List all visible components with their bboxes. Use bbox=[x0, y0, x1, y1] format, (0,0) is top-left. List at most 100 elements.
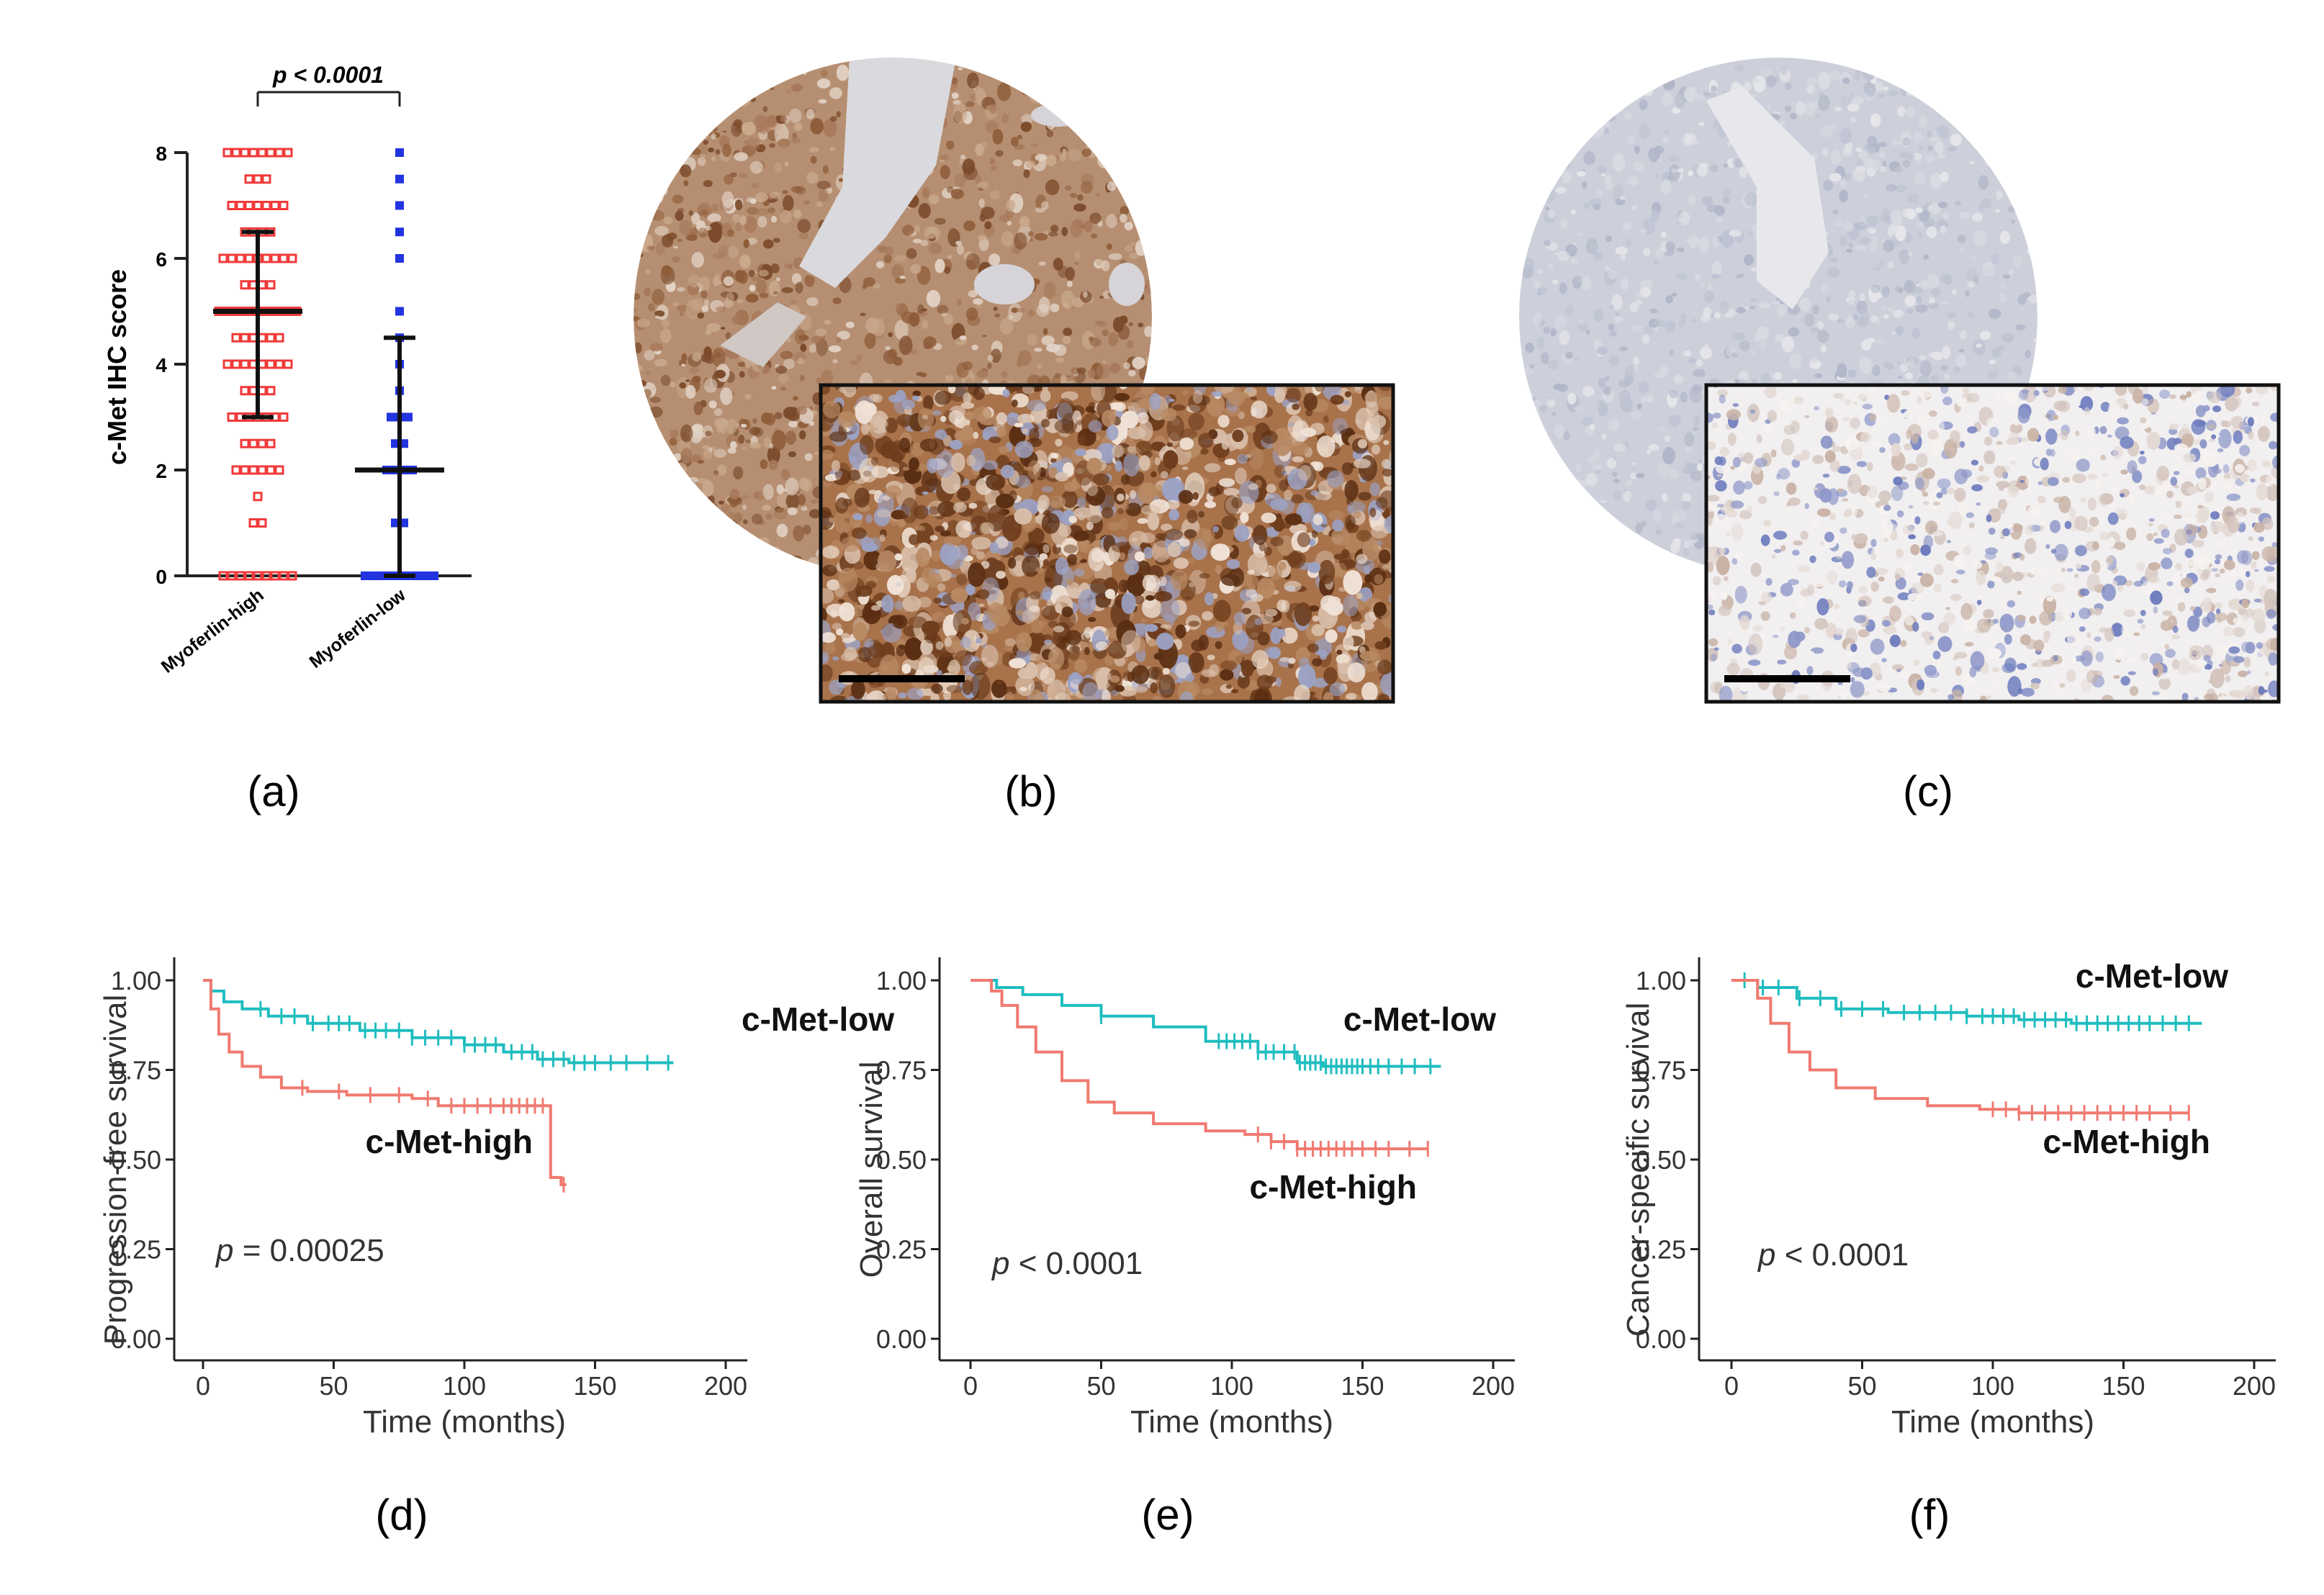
panel-b-ihc-high bbox=[634, 58, 1395, 704]
y-tick-label: 0.25 bbox=[876, 1235, 927, 1265]
data-point bbox=[253, 174, 263, 184]
data-point bbox=[266, 333, 276, 343]
data-point bbox=[227, 253, 237, 263]
x-tick-label: 50 bbox=[319, 1371, 348, 1401]
x-tick-label: 200 bbox=[1472, 1371, 1515, 1401]
series-label-high: c-Met-high bbox=[1249, 1168, 1417, 1206]
data-point bbox=[227, 412, 237, 422]
p-value-label: p < 0.0001 bbox=[991, 1246, 1143, 1281]
series-label-low: c-Met-low bbox=[1343, 1000, 1496, 1038]
data-point bbox=[270, 201, 280, 210]
data-point bbox=[270, 571, 280, 581]
x-tick-label: 0 bbox=[1724, 1371, 1739, 1401]
data-point bbox=[257, 438, 267, 448]
data-point bbox=[266, 386, 276, 396]
data-point bbox=[274, 359, 284, 369]
data-point bbox=[248, 465, 258, 475]
data-point bbox=[218, 571, 228, 581]
data-point bbox=[231, 465, 241, 475]
data-point bbox=[266, 465, 276, 475]
data-point bbox=[274, 465, 284, 475]
data-point bbox=[395, 174, 404, 184]
y-axis-label: Overall survival bbox=[854, 1062, 889, 1278]
x-tick-label: 50 bbox=[1086, 1371, 1115, 1401]
data-point bbox=[395, 254, 404, 263]
panel-a-y-tick-label: 6 bbox=[156, 248, 167, 271]
y-tick-label: 0.75 bbox=[876, 1056, 927, 1085]
series-label-low: c-Met-low bbox=[742, 1000, 894, 1038]
y-tick-label: 0.75 bbox=[1636, 1056, 1686, 1085]
data-point bbox=[261, 253, 271, 263]
series-label-high: c-Met-high bbox=[2042, 1123, 2210, 1160]
data-point bbox=[253, 492, 263, 502]
data-point bbox=[430, 571, 438, 580]
y-tick-label: 0.50 bbox=[111, 1145, 161, 1175]
data-point bbox=[257, 465, 267, 475]
y-tick-label: 0.50 bbox=[1636, 1145, 1686, 1175]
data-point bbox=[253, 201, 263, 210]
data-point bbox=[244, 201, 254, 210]
significance-bracket bbox=[256, 91, 401, 107]
x-tick-label: 150 bbox=[2102, 1371, 2145, 1401]
data-point bbox=[227, 571, 237, 581]
panel-a-y-tick-label: 8 bbox=[156, 143, 167, 165]
data-point bbox=[222, 359, 233, 369]
panel-c-ihc-low bbox=[1519, 58, 2281, 704]
x-tick-label: 0 bbox=[196, 1371, 210, 1401]
x-tick-label: 100 bbox=[1210, 1371, 1253, 1401]
data-point bbox=[287, 571, 297, 581]
data-point bbox=[227, 201, 237, 210]
y-tick-label: 0.25 bbox=[1636, 1235, 1686, 1265]
y-tick-label: 1.00 bbox=[876, 966, 927, 995]
data-point bbox=[266, 438, 276, 448]
data-point bbox=[369, 571, 378, 580]
survival-curve-c-met-low bbox=[203, 979, 674, 1065]
panel-e-km-overall: 0.00 0.25 0.50 0.75 1.00 0 50 100 150 200 Time (mo… bbox=[854, 957, 1515, 1440]
x-tick-label: 100 bbox=[1971, 1371, 2014, 1401]
data-point bbox=[266, 359, 276, 369]
data-point bbox=[257, 518, 267, 528]
data-point bbox=[248, 438, 258, 448]
x-tick-label: 50 bbox=[1847, 1371, 1876, 1401]
significance-label: p < 0.0001 bbox=[272, 62, 384, 88]
data-point bbox=[218, 253, 228, 263]
data-point bbox=[244, 571, 254, 581]
panel-a-y-tick-label: 4 bbox=[156, 354, 167, 376]
data-point bbox=[240, 386, 250, 396]
panel-label-c: (c) bbox=[1903, 767, 1953, 815]
data-point bbox=[395, 307, 404, 316]
panel-a-y-axis-label: c-Met IHC score bbox=[102, 269, 132, 465]
panel-label-a: (a) bbox=[247, 767, 299, 815]
y-tick-label: 0.25 bbox=[111, 1235, 161, 1265]
p-value-symbol: p bbox=[215, 1233, 233, 1268]
y-tick-label: 0.00 bbox=[111, 1324, 161, 1354]
data-point bbox=[240, 333, 250, 343]
data-point bbox=[279, 201, 289, 210]
data-point bbox=[283, 148, 293, 158]
survival-curve-c-met-high bbox=[970, 979, 1428, 1151]
survival-curve-c-met-high bbox=[203, 979, 567, 1186]
data-point bbox=[283, 359, 293, 369]
data-point bbox=[231, 359, 241, 369]
panel-a-category-labels: Myoferlin-high Myoferlin-low bbox=[158, 584, 410, 677]
x-axis-label: Time (months) bbox=[363, 1404, 566, 1440]
data-point bbox=[240, 438, 250, 448]
y-axis-label: Cancer-specific survival bbox=[1621, 1003, 1656, 1337]
data-point bbox=[244, 253, 254, 263]
y-tick-label: 1.00 bbox=[1636, 966, 1686, 995]
data-point bbox=[235, 201, 246, 210]
panel-a-y-ticks: 0 2 4 6 8 bbox=[156, 143, 187, 588]
x-tick-label: 0 bbox=[963, 1371, 978, 1401]
x-tick-label: 200 bbox=[2233, 1371, 2276, 1401]
survival-curve-c-met-high bbox=[1731, 979, 2189, 1115]
p-value-text: < 0.0001 bbox=[1775, 1237, 1909, 1273]
data-point bbox=[279, 412, 289, 422]
panel-label-d: (d) bbox=[375, 1491, 428, 1539]
data-point bbox=[222, 148, 233, 158]
p-value-symbol: p bbox=[991, 1246, 1009, 1281]
data-point bbox=[240, 359, 250, 369]
survival-curve-c-met-low bbox=[970, 979, 1441, 1068]
y-tick-label: 0.00 bbox=[876, 1324, 927, 1354]
data-point bbox=[248, 518, 258, 528]
panel-a-y-tick-label: 2 bbox=[156, 460, 167, 482]
